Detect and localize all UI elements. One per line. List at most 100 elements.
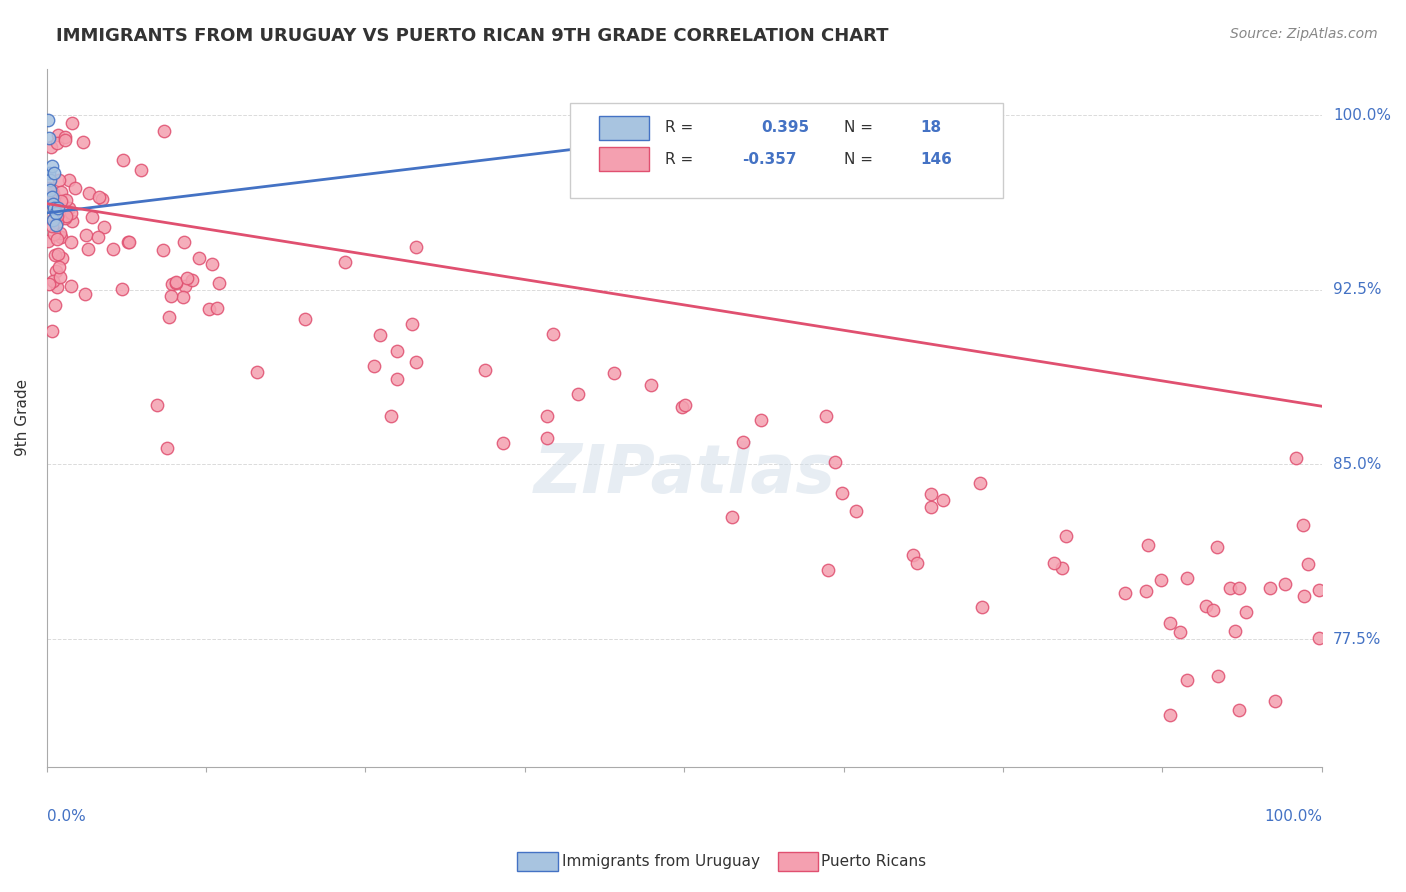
Point	[39, 183, 62, 197]
Point	[75, 286, 97, 301]
Point	[699, 112, 721, 127]
Point	[45, 264, 67, 278]
Point	[72, 135, 94, 149]
Point	[181, 273, 204, 287]
Point	[44, 166, 66, 180]
Point	[1114, 586, 1136, 600]
Point	[93, 220, 115, 235]
Point	[1296, 557, 1319, 571]
Point	[39, 173, 62, 187]
Point	[536, 431, 558, 445]
Point	[1137, 538, 1160, 552]
Point	[380, 409, 402, 423]
Point	[79, 186, 101, 200]
Point	[42, 227, 65, 241]
Point	[59, 279, 82, 293]
Point	[42, 211, 65, 225]
Point	[131, 162, 153, 177]
Point	[405, 355, 427, 369]
Point	[165, 276, 187, 290]
Text: R =: R =	[665, 120, 693, 136]
Text: 92.5%: 92.5%	[1333, 282, 1382, 297]
Text: IMMIGRANTS FROM URUGUAY VS PUERTO RICAN 9TH GRADE CORRELATION CHART: IMMIGRANTS FROM URUGUAY VS PUERTO RICAN …	[56, 27, 889, 45]
Point	[541, 327, 564, 342]
Point	[1292, 590, 1315, 604]
Text: ZIPatlas: ZIPatlas	[533, 441, 835, 507]
Point	[153, 123, 176, 137]
Text: N =: N =	[844, 152, 873, 167]
Text: Immigrants from Uruguay: Immigrants from Uruguay	[562, 855, 761, 869]
Point	[839, 115, 862, 129]
Text: Source: ZipAtlas.com: Source: ZipAtlas.com	[1230, 27, 1378, 41]
Point	[903, 548, 925, 562]
Text: 85.0%: 85.0%	[1333, 457, 1381, 472]
Point	[49, 194, 72, 208]
Point	[37, 112, 59, 127]
Point	[51, 251, 73, 265]
Point	[46, 280, 69, 294]
Point	[1043, 556, 1066, 570]
Point	[1050, 561, 1073, 575]
Point	[335, 255, 357, 269]
Point	[41, 219, 63, 233]
Point	[44, 247, 66, 261]
FancyBboxPatch shape	[599, 147, 648, 171]
Point	[101, 242, 124, 256]
Point	[1260, 581, 1282, 595]
Point	[198, 301, 221, 316]
Point	[38, 131, 60, 145]
Point	[45, 218, 67, 232]
Point	[53, 211, 76, 225]
Point	[246, 365, 269, 379]
Point	[173, 235, 195, 250]
Point	[39, 140, 62, 154]
Point	[845, 504, 868, 518]
Point	[38, 277, 60, 292]
Point	[172, 290, 194, 304]
Text: 0.395: 0.395	[761, 120, 808, 136]
Point	[1264, 694, 1286, 708]
Point	[53, 133, 76, 147]
Point	[1206, 669, 1229, 683]
Point	[492, 436, 515, 450]
Point	[1229, 581, 1251, 595]
Text: 18: 18	[920, 120, 942, 136]
Point	[969, 475, 991, 490]
Text: 0.0%: 0.0%	[46, 809, 86, 824]
Point	[42, 196, 65, 211]
Point	[1308, 632, 1330, 646]
Point	[970, 600, 993, 615]
Point	[401, 317, 423, 331]
Point	[42, 275, 65, 289]
Point	[44, 201, 66, 215]
Point	[671, 401, 693, 415]
Point	[48, 172, 70, 186]
Point	[41, 189, 63, 203]
Point	[174, 279, 197, 293]
Point	[720, 510, 742, 524]
Point	[46, 136, 69, 151]
Point	[60, 235, 83, 249]
Point	[111, 282, 134, 296]
Point	[675, 398, 697, 412]
Point	[1234, 605, 1257, 619]
Point	[731, 434, 754, 449]
Point	[53, 130, 76, 145]
Point	[46, 128, 69, 142]
Point	[1285, 451, 1308, 466]
Point	[1219, 581, 1241, 595]
Point	[817, 563, 839, 577]
Point	[1150, 573, 1173, 587]
Point	[368, 327, 391, 342]
Point	[46, 247, 69, 261]
Point	[156, 441, 179, 455]
Point	[75, 227, 97, 242]
Point	[63, 181, 86, 195]
Point	[60, 213, 83, 227]
FancyBboxPatch shape	[569, 103, 1002, 198]
Point	[385, 372, 408, 386]
Point	[86, 230, 108, 244]
Point	[51, 186, 73, 200]
Point	[1227, 703, 1250, 717]
Point	[41, 186, 63, 201]
